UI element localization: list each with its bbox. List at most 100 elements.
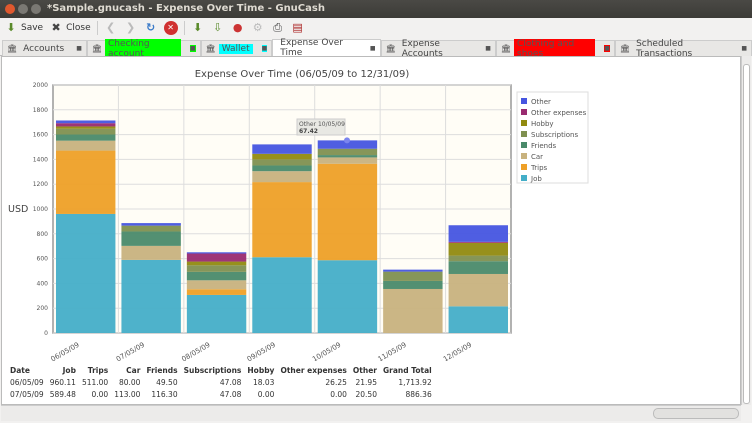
- save-icon: ⬇: [6, 21, 16, 34]
- x-tick-label: 07/05/09: [115, 341, 146, 361]
- bar-segment-other: [448, 225, 508, 242]
- account-icon: 🏛: [500, 44, 512, 53]
- y-tick-label: 2000: [33, 82, 48, 89]
- bar-segment-other: [317, 140, 378, 149]
- bar-segment-friends: [186, 271, 247, 281]
- bar-segment-other: [121, 223, 181, 226]
- bar-segment-subscriptions: [317, 148, 378, 156]
- window-minimize-button[interactable]: [18, 4, 28, 14]
- y-tick-label: 1400: [33, 156, 48, 163]
- bar-segment-other-expenses: [448, 241, 508, 243]
- legend-entry: Other expenses: [531, 109, 587, 117]
- gear-icon[interactable]: ⚙: [252, 21, 263, 34]
- tab-accounts[interactable]: 🏛 Accounts ■: [2, 40, 87, 56]
- bar-segment-job: [186, 294, 247, 333]
- table-cell: 113.00: [114, 389, 141, 399]
- x-tick-label: 08/05/09: [180, 341, 211, 361]
- pdf-icon[interactable]: ▤: [292, 21, 303, 34]
- tab-bar: 🏛 Accounts ■ 🏛 Checking account ■ 🏛 Wallet ■ Expe…: [0, 38, 752, 59]
- bar-segment-hobby: [186, 261, 247, 266]
- tab-scheduled-transactions[interactable]: 🏛 Scheduled Transactions ■: [614, 39, 752, 59]
- table-cell: 511.00: [81, 377, 109, 387]
- table-cell: 06/05/09: [10, 377, 44, 387]
- tooltip-value: 67.42: [299, 128, 318, 135]
- legend-swatch: [521, 120, 527, 126]
- legend-entry: Job: [530, 175, 542, 183]
- tooltip: [296, 118, 346, 136]
- bar-segment-subscriptions: [252, 159, 312, 166]
- window-close-button[interactable]: [5, 4, 15, 14]
- bar-segment-subscriptions: [186, 265, 247, 272]
- tab-close-icon[interactable]: ■: [189, 45, 196, 52]
- y-tick-label: 1200: [33, 181, 48, 188]
- bar-segment-car: [383, 288, 443, 333]
- table-row: 06/05/09 960.11 511.00 80.00 49.50 47.08 18.03…: [10, 376, 435, 388]
- column-header: Grand Total: [382, 365, 432, 375]
- bar-segment-job: [317, 260, 378, 333]
- close-button[interactable]: ✖ Close: [49, 21, 90, 35]
- bar-segment-job: [448, 306, 508, 333]
- x-tick-label: 06/05/09: [49, 341, 80, 361]
- tab-checking-account[interactable]: 🏛 Checking account ■: [86, 38, 201, 59]
- x-tick-label: 10/05/09: [311, 341, 342, 361]
- y-tick-label: 1600: [33, 132, 48, 139]
- table-cell: 21.95: [355, 377, 377, 387]
- legend-swatch: [521, 98, 527, 104]
- window-maximize-button[interactable]: [31, 4, 41, 14]
- options-icon[interactable]: ●: [232, 21, 243, 34]
- table-cell: 49.50: [156, 377, 178, 387]
- save-button[interactable]: ⬇ Save: [4, 21, 43, 35]
- bar-segment-other: [252, 144, 312, 154]
- bar-segment-job: [56, 213, 116, 333]
- refresh-icon[interactable]: ↻: [146, 21, 156, 34]
- table-cell: 26.25: [325, 377, 347, 387]
- table-cell: 886.36: [405, 389, 432, 399]
- forward-icon[interactable]: ❯: [126, 21, 136, 34]
- table-cell: 589.48: [49, 389, 76, 399]
- print-icon[interactable]: ⎙: [273, 21, 283, 34]
- table-cell: 07/05/09: [10, 389, 44, 399]
- toolbar: ⬇ Save ✖ Close ❮ ❯ ↻ ✕ ⬇ ⇩ ● ⚙ ⎙ ▤: [0, 18, 752, 38]
- x-tick-label: 12/05/09: [442, 341, 473, 361]
- bar-segment-other-expenses: [56, 123, 116, 127]
- tooltip-label: Other 10/05/09: [299, 121, 345, 128]
- tab-close-icon[interactable]: ■: [261, 45, 268, 52]
- legend-swatch: [521, 164, 527, 170]
- x-tick-label: 11/05/09: [377, 341, 408, 361]
- table-cell: 0.00: [91, 389, 109, 399]
- tab-expense-accounts[interactable]: 🏛 Expense Accounts ■: [380, 39, 496, 59]
- tab-close-icon[interactable]: ■: [76, 45, 82, 52]
- column-header: Car: [126, 365, 141, 375]
- tab-expense-over-time[interactable]: Expense Over Time ■: [272, 38, 381, 58]
- bar-segment-car: [252, 171, 312, 183]
- table-cell: 47.08: [219, 377, 242, 387]
- y-tick-label: 1800: [33, 107, 48, 114]
- column-header: Job: [62, 365, 76, 375]
- bar-segment-friends: [448, 261, 508, 274]
- bar-segment-job: [121, 259, 181, 333]
- tab-clothing-and-shoes[interactable]: 🏛 Clothing and shoes ■: [495, 38, 615, 59]
- account-icon: 🏛: [7, 44, 18, 53]
- tab-close-icon[interactable]: ■: [604, 45, 610, 52]
- import-icon[interactable]: ⬇: [193, 21, 203, 34]
- legend-entry: Hobby: [531, 120, 554, 128]
- vertical-scroll-thumb[interactable]: [743, 64, 750, 404]
- account-icon: 🏛: [619, 44, 631, 53]
- tab-wallet[interactable]: 🏛 Wallet ■: [200, 40, 273, 56]
- y-tick-label: 400: [37, 280, 49, 287]
- stop-icon[interactable]: ✕: [163, 21, 178, 35]
- horizontal-scrollbar[interactable]: [1, 405, 741, 421]
- account-icon: 🏛: [205, 44, 216, 53]
- tab-label: Wallet: [218, 43, 253, 54]
- bar-segment-car: [186, 280, 247, 290]
- horizontal-scroll-thumb[interactable]: [653, 408, 739, 419]
- close-icon: ✖: [51, 21, 61, 34]
- highlight-point: [344, 137, 350, 144]
- bar-segment-other: [56, 120, 116, 124]
- tab-close-icon[interactable]: ■: [741, 45, 747, 52]
- export-icon[interactable]: ⇩: [213, 21, 223, 34]
- tab-close-icon[interactable]: ■: [485, 45, 491, 52]
- back-icon[interactable]: ❮: [106, 21, 116, 34]
- tab-close-icon[interactable]: ■: [369, 44, 376, 52]
- vertical-scrollbar[interactable]: [741, 56, 751, 405]
